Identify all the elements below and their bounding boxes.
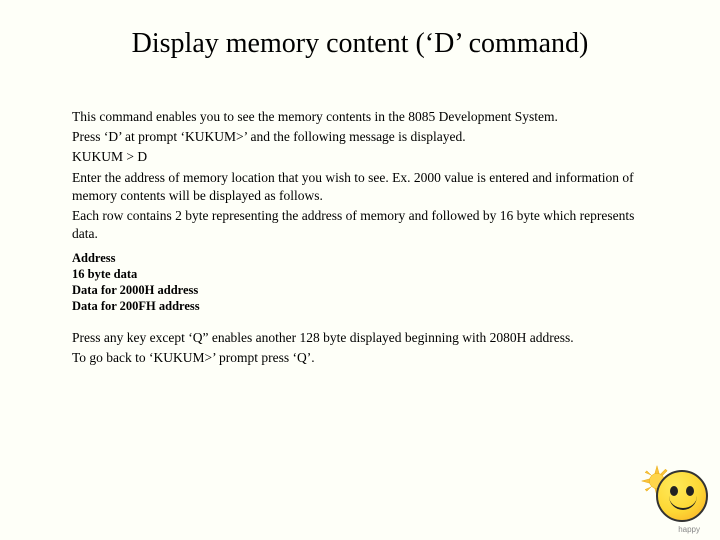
bold-line-address: Address [72,250,648,266]
paragraph-1: This command enables you to see the memo… [72,108,648,126]
happy-emoji: happy [638,464,708,534]
slide-title: Display memory content (‘D’ command) [72,28,648,60]
paragraph-5: Each row contains 2 byte representing th… [72,207,648,243]
bold-line-2000H: Data for 2000H address [72,282,648,298]
slide-container: Display memory content (‘D’ command) Thi… [0,0,720,367]
smile-mouth [669,496,697,510]
emoji-caption: happy [678,525,700,534]
paragraph-6: Press any key except ‘Q” enables another… [72,329,648,347]
body-text: This command enables you to see the memo… [72,108,648,367]
smiley-face-icon [656,470,708,522]
eye-left [670,486,678,496]
bold-line-16byte: 16 byte data [72,266,648,282]
paragraph-4: Enter the address of memory location tha… [72,169,648,205]
eye-right [686,486,694,496]
paragraph-7: To go back to ‘KUKUM>’ prompt press ‘Q’. [72,349,648,367]
paragraph-2: Press ‘D’ at prompt ‘KUKUM>’ and the fol… [72,128,648,146]
paragraph-3: KUKUM > D [72,148,648,166]
bold-block: Address 16 byte data Data for 2000H addr… [72,250,648,315]
bold-line-200FH: Data for 200FH address [72,298,648,314]
